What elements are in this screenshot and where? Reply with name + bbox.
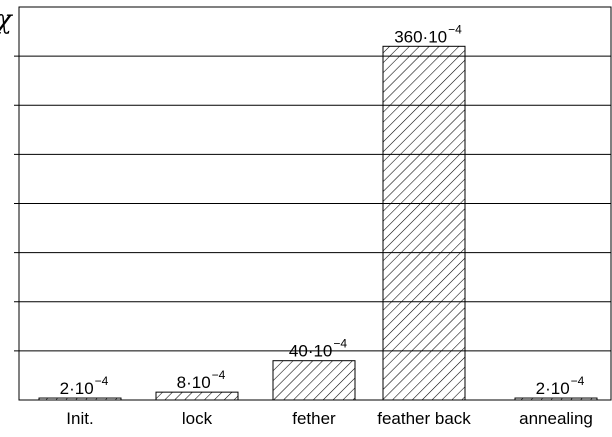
data-label-4: 2·10−4: [536, 374, 585, 398]
data-label-3: 360·10−4: [394, 22, 462, 46]
bars: [38, 45, 598, 401]
x-tick-labels: Init. lock fether feather back annealing: [66, 409, 593, 428]
bar-4: [514, 397, 598, 401]
data-label-1: 8·10−4: [177, 368, 226, 392]
data-labels: 2·10−4 8·10−4 40·10−4 360·10−4 2·10−4: [60, 22, 585, 398]
bar-1: [155, 391, 239, 401]
x-tick-label-4: annealing: [519, 409, 593, 428]
bar-3: [382, 45, 466, 401]
bar-2: [272, 360, 356, 401]
y-axis-label: χ: [0, 5, 14, 35]
x-tick-label-1: lock: [182, 409, 213, 428]
x-tick-label-3: feather back: [377, 409, 471, 428]
data-label-0: 2·10−4: [60, 374, 109, 398]
x-tick-label-0: Init.: [66, 409, 93, 428]
bar-0: [38, 397, 122, 401]
x-tick-label-2: fether: [292, 409, 336, 428]
data-label-2: 40·10−4: [289, 337, 347, 361]
